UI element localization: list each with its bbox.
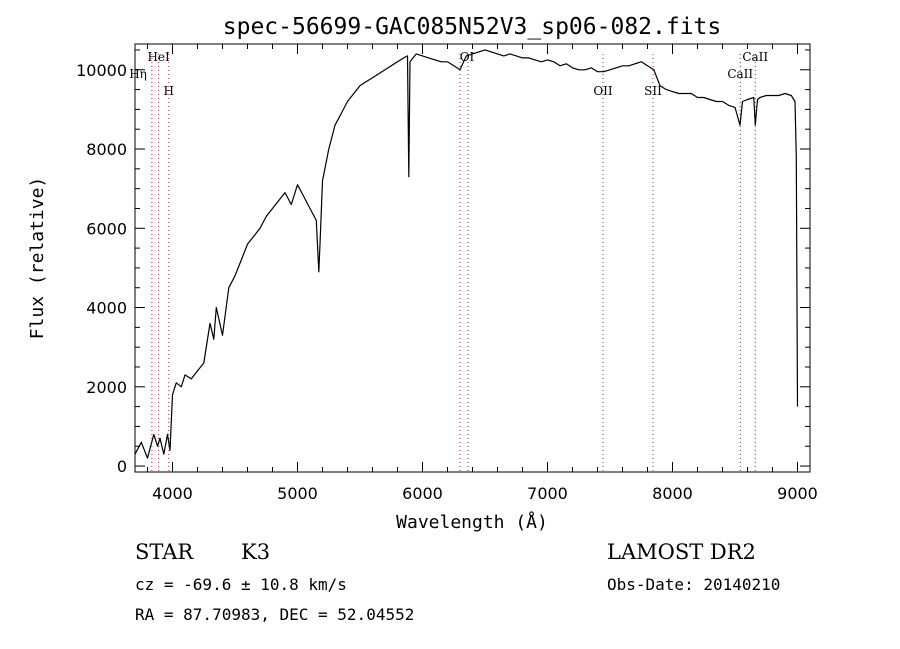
y-axis-label: Flux (relative) xyxy=(27,177,48,340)
plot-frame xyxy=(134,43,811,473)
y-tick-label: 8000 xyxy=(86,140,127,159)
x-tick-label: 6000 xyxy=(402,484,443,503)
redshift-info: cz = -69.6 ± 10.8 km/s xyxy=(135,575,347,594)
spectral-line-label: CaII xyxy=(742,50,768,64)
object-class: STAR xyxy=(135,540,194,564)
x-tick-label: 8000 xyxy=(652,484,693,503)
chart-title: spec-56699-GAC085N52V3_sp06-082.fits xyxy=(223,14,722,40)
x-tick-label: 9000 xyxy=(777,484,818,503)
spectrum-series xyxy=(134,49,799,459)
observation-date: Obs-Date: 20140210 xyxy=(607,575,780,594)
survey-label: LAMOST DR2 xyxy=(607,540,756,564)
spectral-line-label: CaII xyxy=(727,67,753,81)
x-tick-label: 4000 xyxy=(152,484,193,503)
axis-ticks: 4000 5000 6000 7000 8000 9000 0 2000 4000 6000 800… xyxy=(76,44,818,503)
spectral-line-label: OI xyxy=(460,50,475,64)
coordinates-info: RA = 87.70983, DEC = 52.04552 xyxy=(135,605,414,624)
spectral-line-label: OII xyxy=(593,84,613,98)
spectral-line-label: HeI xyxy=(147,50,170,64)
y-tick-label: 0 xyxy=(117,457,127,476)
spectral-line-label: H xyxy=(164,84,174,98)
x-axis-label: Wavelength (Å) xyxy=(396,511,548,533)
spectral-line-label: SII xyxy=(644,84,662,98)
x-tick-label: 7000 xyxy=(527,484,568,503)
object-subclass: K3 xyxy=(241,540,270,564)
x-tick-label: 5000 xyxy=(277,484,318,503)
y-tick-label: 4000 xyxy=(86,299,127,318)
spectrum-line xyxy=(134,49,799,459)
y-tick-label: 6000 xyxy=(86,219,127,238)
line-markers xyxy=(151,54,756,472)
y-tick-label: 2000 xyxy=(86,378,127,397)
spectral-line-label: Hη xyxy=(129,67,147,81)
y-tick-label: 10000 xyxy=(76,61,127,80)
